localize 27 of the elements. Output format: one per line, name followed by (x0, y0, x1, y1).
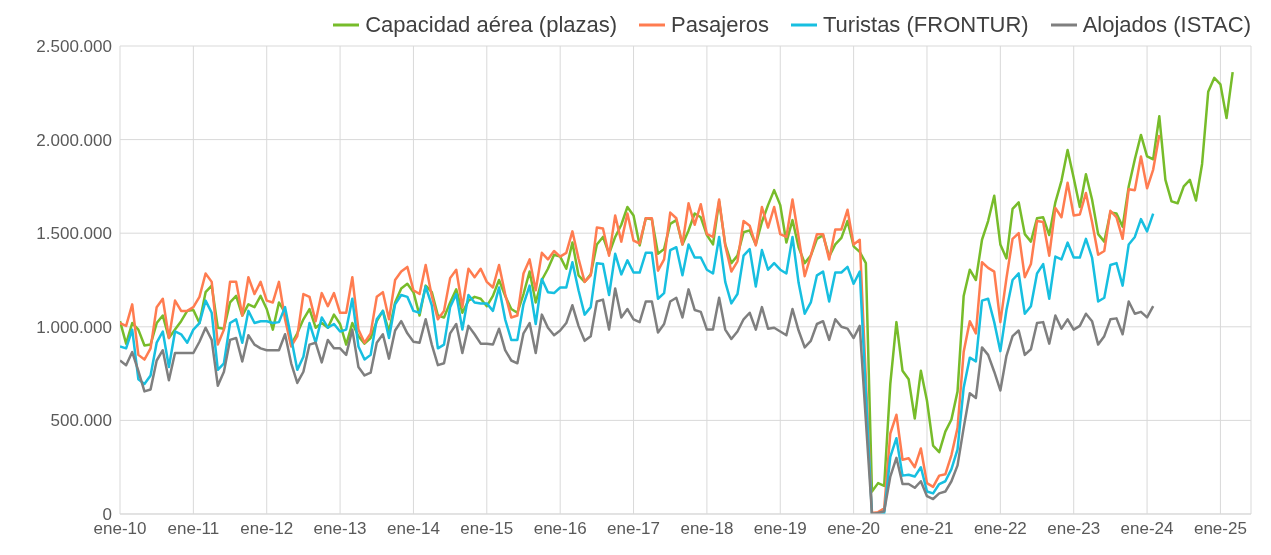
line-series (120, 287, 1155, 514)
x-tick-label: ene-20 (827, 519, 881, 539)
x-tick-label: ene-19 (753, 519, 807, 539)
x-tick-label: ene-21 (900, 519, 954, 539)
y-tick-label: 1.000.000 (36, 317, 112, 337)
y-tick-label: 2.000.000 (36, 130, 112, 150)
legend-label: Alojados (ISTAC) (1082, 12, 1251, 38)
x-tick-label: ene-15 (460, 519, 514, 539)
x-tick-label: ene-24 (1120, 519, 1174, 539)
legend-label: Turistas (FRONTUR) (822, 12, 1029, 38)
y-tick-label: 1.500.000 (36, 224, 112, 244)
x-tick-label: ene-12 (240, 519, 294, 539)
line-series (120, 133, 1161, 514)
line-series (120, 212, 1155, 514)
y-tick-label: 500.000 (50, 411, 112, 431)
x-tick-label: ene-23 (1047, 519, 1101, 539)
x-tick-label: ene-11 (167, 519, 220, 539)
legend-label: Pasajeros (671, 12, 769, 38)
y-tick-label: 2.500.000 (36, 37, 112, 57)
x-tick-label: ene-25 (1193, 519, 1247, 539)
legend-label: Capacidad aérea (plazas) (365, 12, 618, 38)
x-tick-label: ene-22 (973, 519, 1027, 539)
x-tick-label: ene-13 (313, 519, 367, 539)
x-tick-label: ene-18 (680, 519, 734, 539)
x-tick-label: ene-14 (386, 519, 440, 539)
x-tick-label: ene-17 (607, 519, 660, 539)
x-tick-label: ene-16 (533, 519, 587, 539)
